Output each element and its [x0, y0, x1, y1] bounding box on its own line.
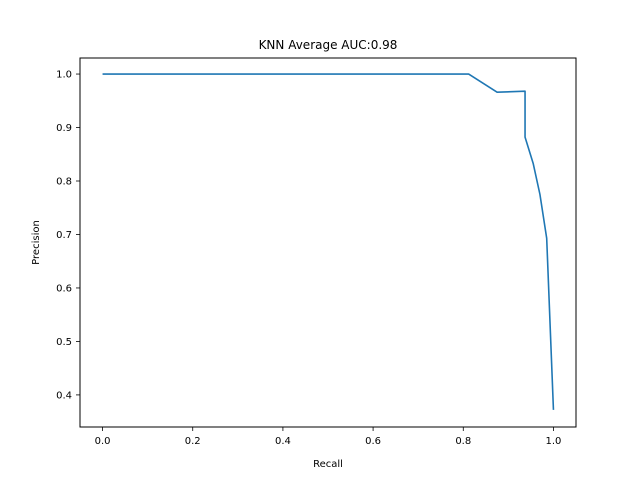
x-tick-label: 0.2 — [185, 436, 201, 447]
x-tick-label: 1.0 — [546, 436, 562, 447]
y-tick-label: 0.7 — [56, 230, 72, 241]
axes-frame — [79, 57, 577, 428]
y-tick-label: 0.4 — [56, 390, 72, 401]
chart-title: KNN Average AUC:0.98 — [259, 38, 398, 52]
y-tick-label: 0.5 — [56, 337, 72, 348]
x-tick-label: 0.4 — [275, 436, 291, 447]
x-tick-label: 0.6 — [365, 436, 381, 447]
y-tick-label: 0.6 — [56, 283, 72, 294]
x-tick-label: 0.0 — [95, 436, 111, 447]
ticks-layer: 0.0 0.2 0.4 0.6 0.8 1.0 0.4 0.5 0.6 0.7 0.8 0.9 1.0 — [56, 70, 561, 447]
x-tick-label: 0.8 — [455, 436, 471, 447]
y-tick-label: 1.0 — [56, 70, 72, 81]
precision-recall-line — [102, 73, 555, 410]
x-axis-label: Recall — [313, 459, 343, 470]
series-layer — [102, 73, 555, 410]
y-tick-label: 0.9 — [56, 123, 72, 134]
y-tick-label: 0.8 — [56, 177, 72, 188]
y-axis-label: Precision — [31, 220, 42, 265]
